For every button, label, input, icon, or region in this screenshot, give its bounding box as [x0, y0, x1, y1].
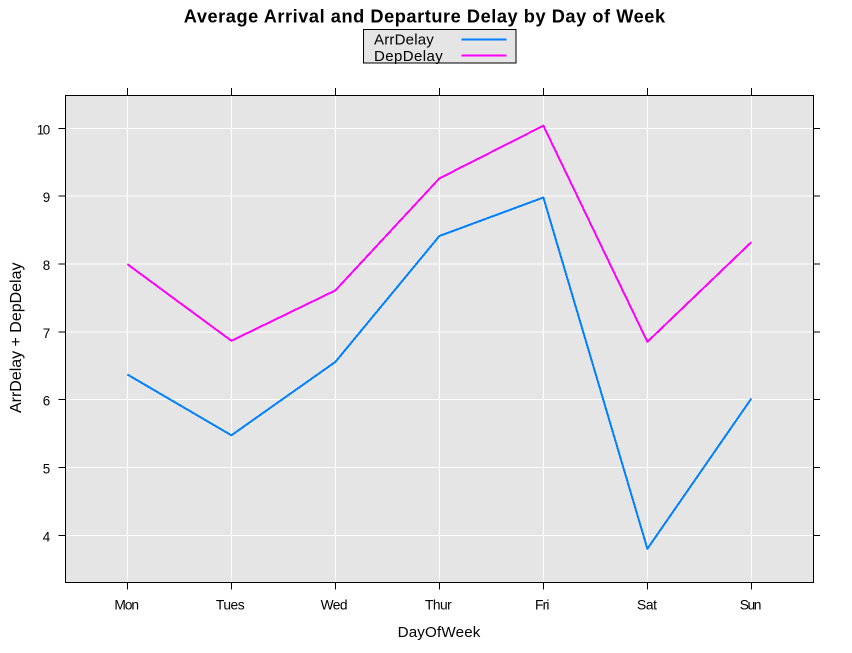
svg-text:Fri: Fri: [535, 597, 549, 612]
svg-text:6: 6: [43, 394, 50, 409]
svg-text:9: 9: [43, 190, 50, 205]
svg-text:Thur: Thur: [425, 597, 452, 612]
svg-text:DepDelay: DepDelay: [374, 48, 443, 65]
svg-text:Average Arrival and Departure: Average Arrival and Departure Delay by D…: [184, 7, 666, 27]
svg-text:Mon: Mon: [114, 597, 139, 612]
svg-text:4: 4: [43, 529, 51, 544]
svg-text:10: 10: [37, 122, 51, 137]
svg-text:Wed: Wed: [321, 597, 348, 612]
svg-text:Sun: Sun: [740, 597, 762, 612]
svg-text:7: 7: [43, 326, 50, 341]
svg-text:5: 5: [43, 462, 50, 477]
svg-text:DayOfWeek: DayOfWeek: [398, 624, 481, 641]
svg-text:8: 8: [43, 258, 50, 273]
svg-text:ArrDelay + DepDelay: ArrDelay + DepDelay: [8, 263, 25, 414]
svg-text:ArrDelay: ArrDelay: [374, 32, 434, 49]
svg-text:Tues: Tues: [216, 597, 245, 612]
svg-text:Sat: Sat: [637, 597, 657, 612]
